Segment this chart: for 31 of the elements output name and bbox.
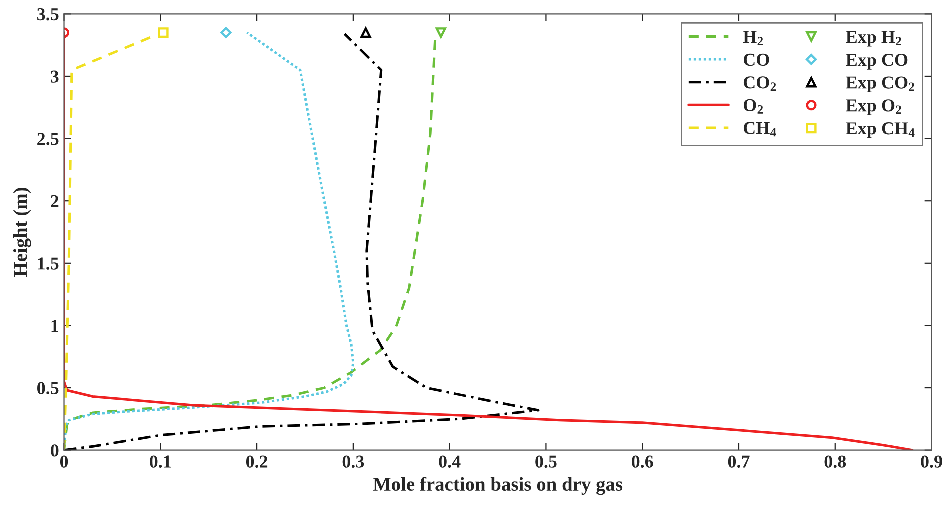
legend-label: H$_{2}$ (743, 31, 764, 46)
legend-label: CO$_{2}$ (744, 76, 776, 92)
y-tick-label: 2 (51, 195, 59, 208)
y-tick-label: 3.5 (38, 8, 59, 21)
x-tick-label: 0.6 (632, 456, 654, 468)
y-tick-label: 3 (51, 70, 59, 83)
x-tick-label: 0.8 (824, 456, 846, 468)
y-axis-title: Height (m) (13, 188, 32, 278)
x-tick-label: 0 (60, 456, 68, 468)
x-tick-label: 0.4 (439, 456, 461, 468)
line-series (64, 32, 540, 450)
x-tick-label: 0.9 (921, 456, 942, 468)
y-tick-label: 1 (52, 320, 58, 332)
y-tick-label: 1.5 (38, 258, 59, 270)
y-tick-label: 0 (51, 444, 59, 457)
x-tick-label: 0.3 (342, 456, 364, 468)
y-tick-label: 2.5 (38, 133, 59, 146)
x-tick-label: 0.2 (246, 456, 268, 468)
x-tick-label: 0.7 (728, 456, 750, 468)
legend-label: Exp CH$_{4}$ (846, 122, 915, 138)
legend-label: CH$_{4}$ (744, 122, 776, 137)
legend-label: Exp O$_{2}$ (846, 100, 902, 116)
y-tick-label: 0.5 (38, 382, 59, 395)
legend-label: O$_{2}$ (744, 99, 764, 114)
legend-label: CO (744, 54, 770, 66)
x-tick-label: 0.1 (150, 456, 171, 468)
legend-label: Exp H$_{2}$ (846, 31, 902, 47)
x-axis-title: Mole fraction basis on dry gas (373, 477, 623, 496)
x-tick-label: 0.5 (536, 456, 557, 468)
legend-label: Exp CO (846, 54, 908, 70)
legend-label: Exp CO$_{2}$ (846, 76, 914, 92)
